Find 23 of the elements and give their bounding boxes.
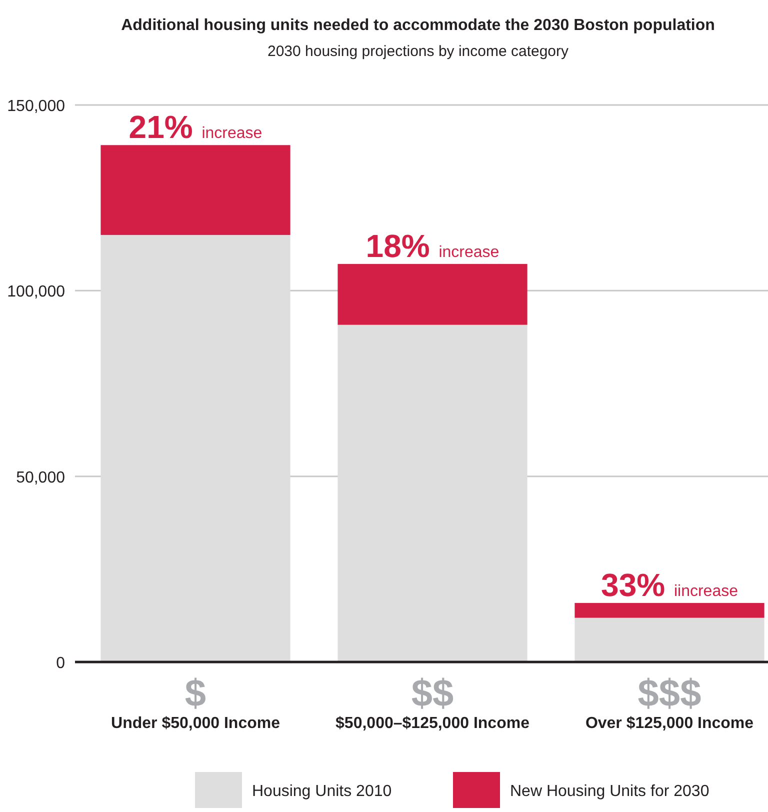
chart-subtitle: 2030 housing projections by income category [267,43,569,60]
annotation: 18% increase [366,228,500,264]
bar [338,324,528,662]
x-tick-label: Over $125,000 Income [585,715,754,732]
y-tick-label: 50,000 [16,469,66,486]
y-tick-label: 100,000 [7,284,66,301]
legend-label: New Housing Units for 2030 [510,783,710,800]
text: $ [184,673,206,715]
bar [574,618,764,662]
y-tick-label: 0 [56,655,66,672]
x-tick-label: Under $50,000 Income [111,715,280,732]
text: $$$ [638,673,702,715]
annotation: 21% increase [128,109,262,146]
bar [574,602,764,618]
annotation: 33% iincrease [601,566,738,603]
bar [100,234,290,662]
legend-label: Housing Units 2010 [252,783,392,800]
y-tick-label: 150,000 [7,98,66,115]
bar [338,264,528,325]
chart-title: Additional housing units needed to accommodate the 2030 Boston population [121,17,715,34]
bar [100,145,290,235]
x-tick-label: $50,000–$125,000 Income [336,715,530,732]
text: $$ [411,673,454,715]
